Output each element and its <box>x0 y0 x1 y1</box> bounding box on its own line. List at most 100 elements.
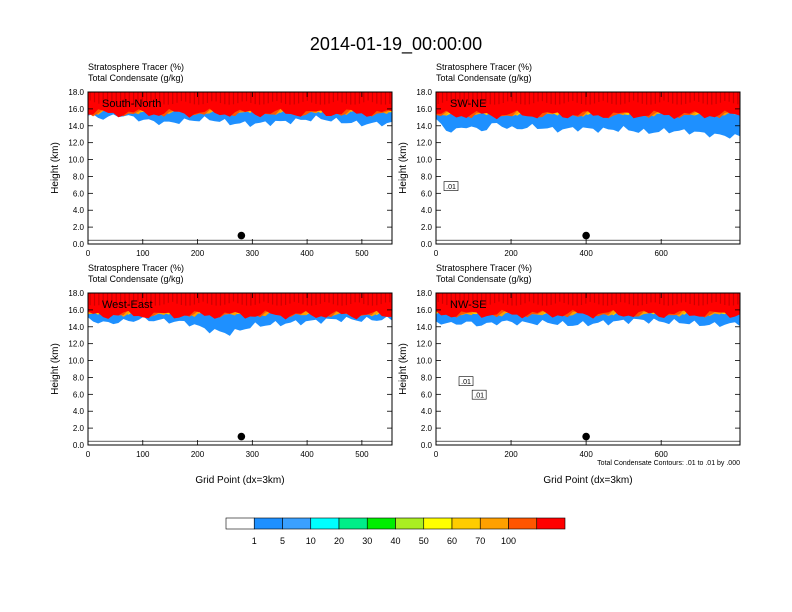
contour-label: .01 <box>446 184 456 191</box>
y-tick-label: 8.0 <box>421 373 433 382</box>
tracer-field <box>88 293 392 442</box>
y-tick-label: 2.0 <box>73 424 85 433</box>
y-tick-label: 0.0 <box>73 441 85 450</box>
colorbar-label: 60 <box>447 536 457 546</box>
x-tick-label: 400 <box>300 249 314 258</box>
y-axis-label: Height (km) <box>50 142 61 194</box>
y-tick-label: 4.0 <box>421 407 433 416</box>
y-tick-label: 0.0 <box>73 240 85 249</box>
panel-sw-ne: Stratosphere Tracer (%)Total Condensate … <box>398 62 741 258</box>
x-tick-label: 200 <box>504 450 518 459</box>
y-tick-label: 4.0 <box>73 407 85 416</box>
panel-nw-se: Stratosphere Tracer (%)Total Condensate … <box>398 263 741 486</box>
tracer-field: .01.01 <box>436 293 740 442</box>
x-tick-label: 200 <box>191 450 205 459</box>
y-tick-label: 6.0 <box>73 390 85 399</box>
y-tick-label: 16.0 <box>416 105 432 114</box>
y-tick-label: 12.0 <box>416 340 432 349</box>
colorbar-label: 30 <box>362 536 372 546</box>
x-tick-label: 100 <box>136 249 150 258</box>
colorbar-label: 20 <box>334 536 344 546</box>
y-tick-label: 14.0 <box>68 323 84 332</box>
y-tick-label: 10.0 <box>68 156 84 165</box>
panel-title-line: Total Condensate (g/kg) <box>436 274 532 284</box>
y-tick-label: 2.0 <box>421 223 433 232</box>
panel-label: NW-SE <box>450 299 486 311</box>
y-tick-label: 4.0 <box>73 206 85 215</box>
colorbar-label: 40 <box>390 536 400 546</box>
x-tick-label: 0 <box>434 249 439 258</box>
x-tick-label: 300 <box>246 450 260 459</box>
colorbar-swatch <box>253 517 283 530</box>
colorbar-swatch <box>310 517 340 530</box>
x-tick-label: 500 <box>355 450 369 459</box>
x-tick-label: 400 <box>579 450 593 459</box>
colorbar-swatch <box>423 517 453 530</box>
location-marker <box>237 231 246 240</box>
location-marker <box>582 432 590 441</box>
panel-group: Stratosphere Tracer (%)Total Condensate … <box>50 62 741 486</box>
x-tick-label: 200 <box>191 249 205 258</box>
y-tick-label: 14.0 <box>416 323 432 332</box>
y-tick-label: 12.0 <box>68 139 84 148</box>
panel-title-line: Stratosphere Tracer (%) <box>436 62 532 72</box>
y-tick-label: 8.0 <box>421 172 433 181</box>
colorbar-label: 10 <box>306 536 316 546</box>
y-tick-label: 0.0 <box>421 240 433 249</box>
x-tick-label: 500 <box>355 249 369 258</box>
colorbar-label: 1 <box>252 536 257 546</box>
panel-title-line: Stratosphere Tracer (%) <box>436 263 532 273</box>
tracer-field <box>88 92 392 241</box>
colorbar-swatch <box>451 517 481 530</box>
x-tick-label: 0 <box>434 450 439 459</box>
location-marker <box>582 231 590 240</box>
location-marker <box>237 432 246 441</box>
x-tick-label: 400 <box>579 249 593 258</box>
plot-frame <box>87 292 393 446</box>
colorbar-label: 50 <box>419 536 429 546</box>
colorbar-swatch <box>395 517 425 530</box>
contour-label: .01 <box>474 393 484 400</box>
y-axis-label: Height (km) <box>398 343 409 395</box>
colorbar-swatch <box>225 517 255 530</box>
plot-frame <box>435 91 741 245</box>
contour-label-box <box>443 181 459 191</box>
y-tick-label: 6.0 <box>421 390 433 399</box>
y-tick-label: 16.0 <box>68 105 84 114</box>
colorbar: 1 5 10 20 30 40 50 60 70 100 <box>225 517 566 546</box>
y-axis-label: Height (km) <box>50 343 61 395</box>
panel-title-line: Total Condensate (g/kg) <box>436 73 532 83</box>
contour-label-box <box>471 389 487 400</box>
figure-title: 2014-01-19_00:00:00 <box>310 34 482 55</box>
x-tick-label: 0 <box>86 249 91 258</box>
contour-label-box <box>458 376 474 386</box>
colorbar-label: 100 <box>501 536 516 546</box>
x-tick-label: 600 <box>655 249 669 258</box>
y-tick-label: 4.0 <box>421 206 433 215</box>
y-tick-label: 14.0 <box>68 122 84 131</box>
colorbar-label: 5 <box>280 536 285 546</box>
y-tick-label: 8.0 <box>73 373 85 382</box>
y-tick-label: 16.0 <box>416 306 432 315</box>
y-tick-label: 10.0 <box>416 357 432 366</box>
y-tick-label: 14.0 <box>416 122 432 131</box>
x-tick-label: 0 <box>86 450 91 459</box>
y-tick-label: 10.0 <box>68 357 84 366</box>
contour-label: .01 <box>461 379 471 386</box>
y-tick-label: 18.0 <box>68 88 84 97</box>
colorbar-swatch <box>479 517 509 530</box>
colorbar-swatch <box>282 517 312 530</box>
panel-south-north: Stratosphere Tracer (%)Total Condensate … <box>50 62 393 258</box>
panel-title-line: Stratosphere Tracer (%) <box>88 263 184 273</box>
x-tick-label: 600 <box>655 450 669 459</box>
y-tick-label: 18.0 <box>416 88 432 97</box>
x-tick-label: 200 <box>504 249 518 258</box>
y-tick-label: 10.0 <box>416 156 432 165</box>
y-tick-label: 2.0 <box>421 424 433 433</box>
colorbar-swatch <box>338 517 368 530</box>
panel-title-line: Total Condensate (g/kg) <box>88 73 184 83</box>
plot-frame <box>87 91 393 245</box>
y-tick-label: 16.0 <box>68 306 84 315</box>
